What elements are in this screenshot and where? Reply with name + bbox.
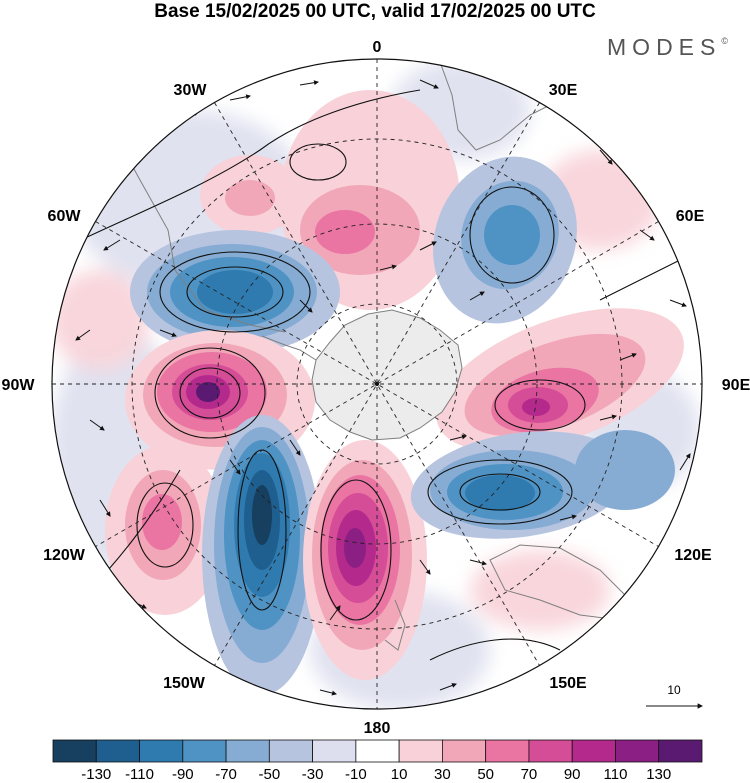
colorbar-swatch: [658, 739, 703, 763]
lon-label-120w: 120W: [43, 547, 86, 564]
lon-label-90w: 90W: [2, 377, 36, 394]
colorbar-swatch: [182, 739, 227, 763]
graticule: [52, 59, 702, 709]
colorbar-swatch: [528, 739, 573, 763]
colorbar-tick-label: 70: [521, 766, 538, 783]
new-zealand-coast: [384, 599, 406, 651]
colorbar-tick-labels: -130 -110 -90 -70 -50 -30 -10 10 30 50 70 90 110 130: [81, 766, 671, 783]
lon-label-60e: 60E: [676, 208, 705, 225]
colorbar-swatch: [441, 739, 487, 763]
lon-label-30e: 30E: [549, 82, 578, 99]
africa-coast: [439, 61, 561, 151]
colorbar: [52, 739, 703, 763]
map-title: Base 15/02/2025 00 UTC, valid 17/02/2025…: [154, 1, 596, 22]
colorbar-tick-label: -90: [172, 766, 194, 783]
colorbar-swatch: [225, 739, 270, 763]
anomaly-positive-180: [303, 440, 427, 680]
colorbar-swatch: [615, 739, 660, 763]
south-america-coast: [109, 124, 286, 333]
anomaly-negative-150w: [202, 415, 322, 695]
lon-label-120e: 120E: [674, 547, 712, 564]
anomaly-positive-90e: [436, 308, 684, 452]
colorbar-tick-label: 30: [434, 766, 451, 783]
colorbar-tick-label: -110: [125, 766, 154, 783]
colorbar-swatch: [52, 739, 97, 763]
wind-streamlines: [59, 89, 701, 661]
colorbar-tick-label: -30: [302, 766, 324, 783]
colorbar-tick-label: -10: [345, 766, 367, 783]
lon-label-90e: 90E: [722, 377, 750, 394]
anomaly-negative-northeast: [433, 156, 577, 324]
colorbar-swatch: [571, 739, 616, 763]
map-boundary: [51, 58, 703, 710]
colorbar-tick-label: -50: [258, 766, 280, 783]
reference-vector-label: 10: [667, 683, 681, 697]
colorbar-tick-label: -130: [81, 766, 111, 783]
copyright-mark: ©: [721, 36, 728, 46]
colorbar-swatch: [95, 739, 140, 763]
colorbar-swatch: [485, 739, 530, 763]
colorbar-tick-label: 110: [604, 766, 628, 783]
reference-vector: 10: [646, 683, 704, 709]
colorbar-tick-label: 90: [564, 766, 581, 783]
colorbar-tick-label: 10: [391, 766, 408, 783]
modes-logo: MODES©: [607, 34, 728, 61]
brand-name: MODES: [607, 34, 722, 60]
lon-label-150e: 150E: [549, 675, 587, 692]
colorbar-swatch: [398, 739, 443, 763]
lon-label-180: 180: [364, 720, 391, 737]
longitude-labels: 0 30E 60E 90E 120E 150E 180 150W 120W 90…: [2, 39, 750, 737]
colorbar-swatch: [312, 739, 357, 763]
colorbar-swatch: [139, 739, 184, 763]
colorbar-swatch: [268, 739, 313, 763]
antarctica-landmass: [261, 309, 463, 441]
colorbar-tick-label: 130: [646, 766, 671, 783]
colorbar-tick-label: -70: [215, 766, 237, 783]
colorbar-tick-label: 50: [477, 766, 494, 783]
lon-label-150w: 150W: [163, 675, 206, 692]
lon-label-60w: 60W: [48, 208, 82, 225]
lon-label-0: 0: [373, 39, 382, 56]
lon-label-30w: 30W: [174, 82, 208, 99]
colorbar-swatch: [355, 739, 400, 763]
south-pole-marker: [375, 382, 379, 386]
map-disc: [52, 59, 702, 709]
